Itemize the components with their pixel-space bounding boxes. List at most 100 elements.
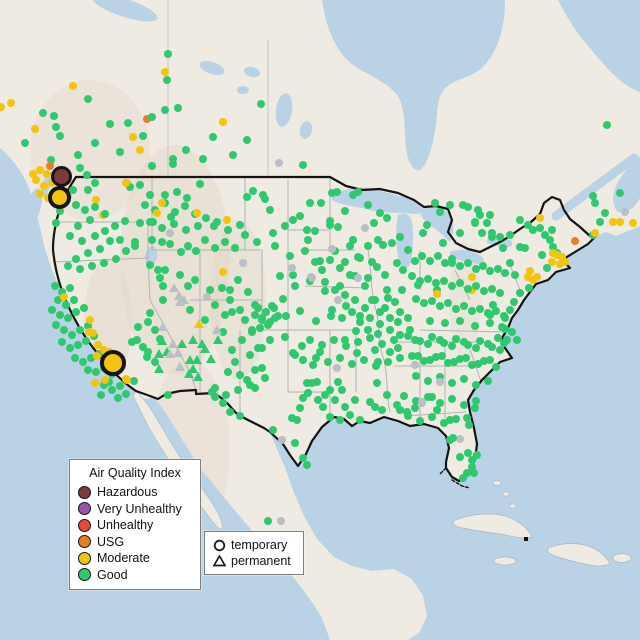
aqi-station-dot[interactable]: [266, 206, 274, 214]
aqi-station-dot[interactable]: [352, 327, 360, 335]
aqi-station-dot[interactable]: [276, 272, 284, 280]
aqi-station-dot[interactable]: [128, 338, 136, 346]
aqi-station-dot[interactable]: [336, 354, 344, 362]
aqi-station-dot[interactable]: [376, 320, 384, 328]
aqi-station-dot[interactable]: [129, 133, 137, 141]
aqi-station-dot[interactable]: [351, 296, 359, 304]
aqi-station-dot[interactable]: [105, 378, 113, 386]
aqi-station-dot[interactable]: [361, 224, 369, 232]
aqi-station-dot[interactable]: [238, 336, 246, 344]
aqi-station-dot[interactable]: [609, 218, 617, 226]
aqi-station-dot[interactable]: [106, 237, 114, 245]
aqi-station-triangle[interactable]: [213, 335, 223, 344]
aqi-station-dot[interactable]: [393, 259, 401, 267]
aqi-station-dot[interactable]: [312, 317, 320, 325]
aqi-station-dot[interactable]: [94, 341, 102, 349]
aqi-station-dot[interactable]: [202, 214, 210, 222]
aqi-station-dot[interactable]: [460, 375, 468, 383]
aqi-station-dot[interactable]: [277, 517, 285, 525]
aqi-station-dot[interactable]: [91, 379, 99, 387]
aqi-station-dot[interactable]: [404, 246, 412, 254]
aqi-station-dot[interactable]: [72, 255, 80, 263]
aqi-station-dot[interactable]: [478, 229, 486, 237]
aqi-station-dot[interactable]: [291, 282, 299, 290]
aqi-station-dot[interactable]: [86, 316, 94, 324]
aqi-station-dot[interactable]: [463, 469, 471, 477]
aqi-station-dot[interactable]: [143, 115, 151, 123]
aqi-station-triangle[interactable]: [188, 364, 198, 373]
aqi-station-dot[interactable]: [396, 354, 404, 362]
aqi-station-dot[interactable]: [317, 199, 325, 207]
aqi-station-triangle[interactable]: [168, 339, 178, 348]
aqi-station-triangle[interactable]: [200, 344, 210, 353]
aqi-station-dot[interactable]: [431, 199, 439, 207]
aqi-station-dot[interactable]: [428, 413, 436, 421]
aqi-station-dot[interactable]: [48, 179, 56, 187]
aqi-station-dot[interactable]: [93, 352, 101, 360]
aqi-station-dot[interactable]: [201, 236, 209, 244]
aqi-station-dot[interactable]: [266, 336, 274, 344]
aqi-station-dot[interactable]: [459, 474, 467, 482]
aqi-station-dot[interactable]: [299, 356, 307, 364]
aqi-station-dot[interactable]: [0, 103, 5, 111]
aqi-station-dot[interactable]: [148, 236, 156, 244]
aqi-station-dot[interactable]: [52, 123, 60, 131]
aqi-station-dot[interactable]: [192, 247, 200, 255]
aqi-station-dot[interactable]: [341, 403, 349, 411]
aqi-station-dot[interactable]: [52, 219, 60, 227]
aqi-station-dot[interactable]: [184, 282, 192, 290]
aqi-station-dot[interactable]: [556, 260, 564, 268]
aqi-station-dot[interactable]: [32, 176, 40, 184]
aqi-station-dot[interactable]: [464, 341, 472, 349]
aqi-station-dot[interactable]: [298, 342, 306, 350]
aqi-station-dot[interactable]: [306, 336, 314, 344]
aqi-station-dot[interactable]: [308, 274, 316, 282]
aqi-station-dot[interactable]: [328, 189, 336, 197]
aqi-station-dot[interactable]: [488, 233, 496, 241]
aqi-station-dot[interactable]: [360, 356, 368, 364]
aqi-station-dot[interactable]: [184, 242, 192, 250]
aqi-station-dot[interactable]: [219, 268, 227, 276]
aqi-station-dot[interactable]: [289, 271, 297, 279]
aqi-station-dot[interactable]: [501, 314, 509, 322]
aqi-station-dot[interactable]: [386, 314, 394, 322]
aqi-station-dot[interactable]: [58, 338, 66, 346]
aqi-station-dot[interactable]: [313, 378, 321, 386]
aqi-station-dot[interactable]: [553, 251, 561, 259]
aqi-station-dot[interactable]: [293, 416, 301, 424]
aqi-station-dot[interactable]: [381, 304, 389, 312]
aqi-station-dot[interactable]: [201, 316, 209, 324]
aqi-station-dot[interactable]: [289, 216, 297, 224]
aqi-station-dot[interactable]: [289, 349, 297, 357]
aqi-station-dot[interactable]: [134, 323, 142, 331]
aqi-station-dot[interactable]: [428, 297, 436, 305]
aqi-station-dot[interactable]: [21, 139, 29, 147]
aqi-station-dot[interactable]: [408, 352, 416, 360]
aqi-station-dot[interactable]: [419, 229, 427, 237]
aqi-station-dot[interactable]: [221, 238, 229, 246]
aqi-station-dot[interactable]: [601, 209, 609, 217]
aqi-station-dot[interactable]: [309, 361, 317, 369]
aqi-station-dot[interactable]: [326, 221, 334, 229]
aqi-station-dot[interactable]: [303, 379, 311, 387]
aqi-station-dot[interactable]: [69, 186, 77, 194]
aqi-station-dot[interactable]: [390, 336, 398, 344]
aqi-station-dot[interactable]: [219, 328, 227, 336]
aqi-station-dot[interactable]: [296, 307, 304, 315]
aqi-station-dot[interactable]: [48, 306, 56, 314]
aqi-station-dot[interactable]: [373, 379, 381, 387]
aqi-station-dot[interactable]: [416, 277, 424, 285]
aqi-station-dot[interactable]: [257, 100, 265, 108]
aqi-station-dot[interactable]: [182, 146, 190, 154]
aqi-station-dot[interactable]: [423, 221, 431, 229]
aqi-station-dot[interactable]: [603, 121, 611, 129]
aqi-station-dot[interactable]: [308, 379, 316, 387]
aqi-station-dot[interactable]: [471, 322, 479, 330]
aqi-station-dot[interactable]: [139, 343, 147, 351]
aqi-station-dot[interactable]: [403, 408, 411, 416]
aqi-station-dot[interactable]: [450, 358, 458, 366]
aqi-station-dot[interactable]: [506, 259, 514, 267]
aqi-station-dot[interactable]: [256, 324, 264, 332]
aqi-station-dot[interactable]: [462, 354, 470, 362]
aqi-station-dot[interactable]: [404, 412, 412, 420]
